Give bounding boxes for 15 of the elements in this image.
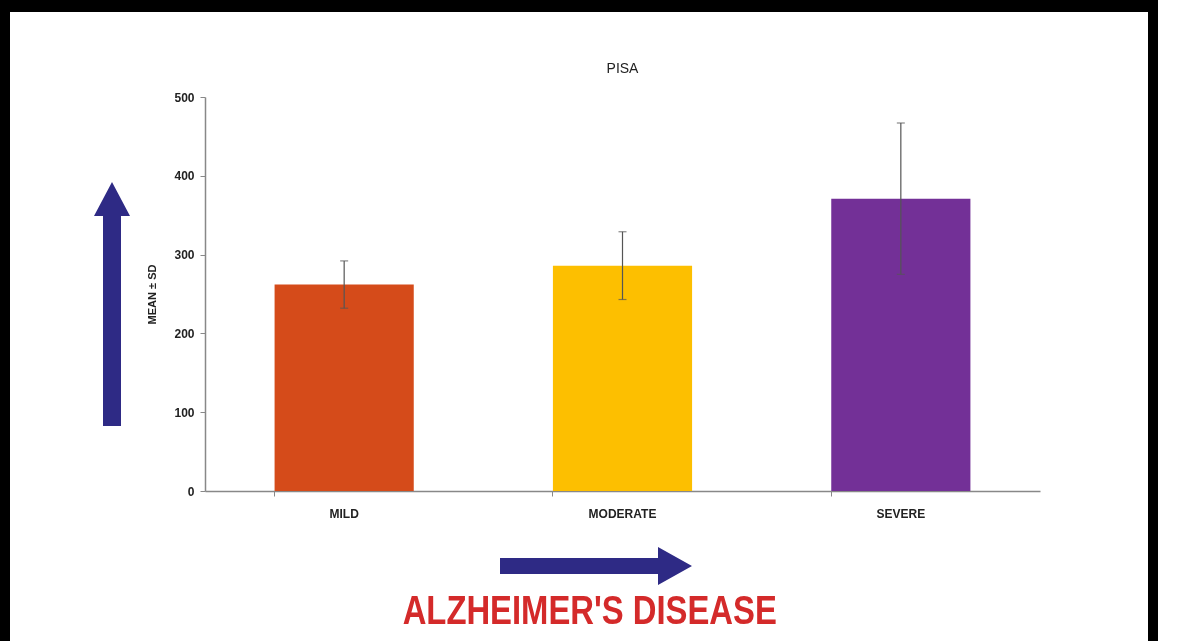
x-tick-label: MILD [329,506,360,521]
y-tick-label: 400 [174,169,195,184]
bar [274,284,414,491]
bar [552,265,693,491]
y-axis-title: MEAN ± SD [146,264,159,325]
x-tick-label: SEVERE [876,506,926,521]
chart-title: PISA [606,60,640,76]
y-tick-label: 500 [174,90,195,105]
text: ALZHEIMER'S DISEASE [401,588,778,633]
y-tick-label: 300 [174,248,195,263]
y-tick-label: 0 [187,484,195,499]
x-tick-label: MODERATE [588,506,657,521]
y-tick-label: 100 [174,405,195,420]
y-tick-label: 200 [174,326,195,341]
bar [831,198,971,491]
